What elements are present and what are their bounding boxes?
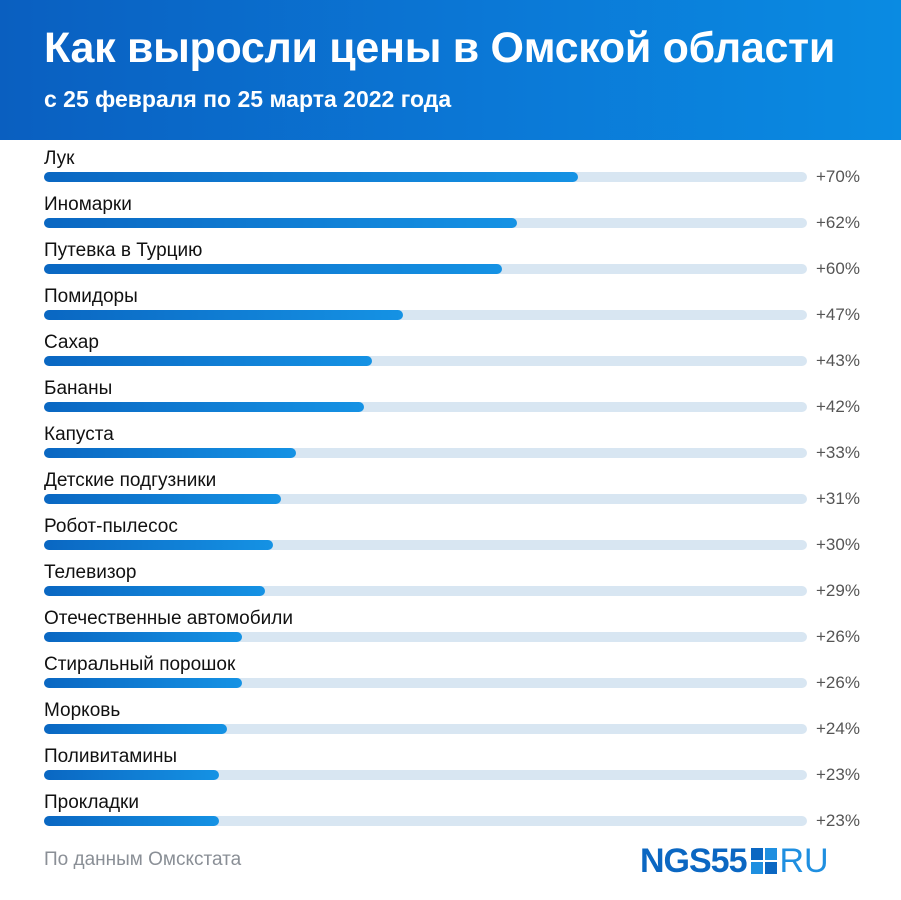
header-banner: Как выросли цены в Омской области с 25 ф…: [0, 0, 901, 140]
bar-track: [44, 494, 807, 504]
bar-track: [44, 402, 807, 412]
bar-track: [44, 448, 807, 458]
bar-track: [44, 678, 807, 688]
ngs55-logo[interactable]: NGS55 RU: [640, 841, 829, 880]
bar-label: Телевизор: [44, 562, 137, 583]
bar-track: [44, 218, 807, 228]
bar-value-label: +33%: [816, 443, 860, 462]
bar: [44, 494, 281, 504]
bar: [44, 356, 373, 366]
bar-track: [44, 310, 807, 320]
bar: [44, 448, 296, 458]
bar-track: [44, 816, 807, 826]
bar-value-label: +42%: [816, 397, 860, 416]
bar-label: Прокладки: [44, 792, 139, 813]
bar-value-label: +23%: [816, 765, 860, 784]
bar-label: Путевка в Турцию: [44, 240, 203, 261]
bar: [44, 540, 273, 550]
bar-value-label: +29%: [816, 581, 860, 600]
bar-value-label: +23%: [816, 811, 860, 830]
bar-label: Помидоры: [44, 286, 138, 307]
bar: [44, 402, 365, 412]
bar-track: [44, 770, 807, 780]
bar-label: Робот-пылесос: [44, 516, 178, 537]
bar: [44, 586, 266, 596]
logo-square-icon: [750, 848, 777, 874]
bar: [44, 264, 502, 274]
bar-track: [44, 724, 807, 734]
bar-value-label: +30%: [816, 535, 860, 554]
page-subtitle: с 25 февраля по 25 марта 2022 года: [44, 86, 452, 112]
logo-text: NGS55: [640, 841, 747, 880]
bar-track: [44, 356, 807, 366]
bar-value-label: +26%: [816, 673, 860, 692]
bar-label: Детские подгузники: [44, 470, 217, 491]
bar-value-label: +60%: [816, 259, 860, 278]
bar: [44, 632, 243, 642]
source-note: По данным Омскстата: [44, 849, 242, 870]
bar-value-label: +24%: [816, 719, 860, 738]
bar-label: Сахар: [44, 332, 99, 353]
bar-track: [44, 264, 807, 274]
bar-value-label: +70%: [816, 167, 860, 186]
bar-track: [44, 540, 807, 550]
bar: [44, 678, 243, 688]
bar-track: [44, 632, 807, 642]
bar: [44, 816, 220, 826]
bar-label: Бананы: [44, 378, 113, 399]
bar-label: Стиральный порошок: [44, 654, 236, 675]
bar-value-label: +62%: [816, 213, 860, 232]
bar: [44, 770, 220, 780]
bar-label: Отечественные автомобили: [44, 608, 293, 629]
page-title: Как выросли цены в Омской области: [44, 24, 835, 72]
bar-value-label: +31%: [816, 489, 860, 508]
bar-value-label: +43%: [816, 351, 860, 370]
bar-track: [44, 172, 807, 182]
bar-value-label: +26%: [816, 627, 860, 646]
bar-value-label: +47%: [816, 305, 860, 324]
bar: [44, 310, 403, 320]
logo-domain: RU: [779, 841, 829, 880]
bar-label: Поливитамины: [44, 746, 178, 767]
bar-label: Морковь: [44, 700, 121, 721]
bar: [44, 218, 518, 228]
bar-track: [44, 586, 807, 596]
bar: [44, 172, 579, 182]
bar-label: Капуста: [44, 424, 114, 445]
bar-label: Иномарки: [44, 194, 132, 215]
bar-label: Лук: [44, 148, 75, 169]
bar: [44, 724, 228, 734]
